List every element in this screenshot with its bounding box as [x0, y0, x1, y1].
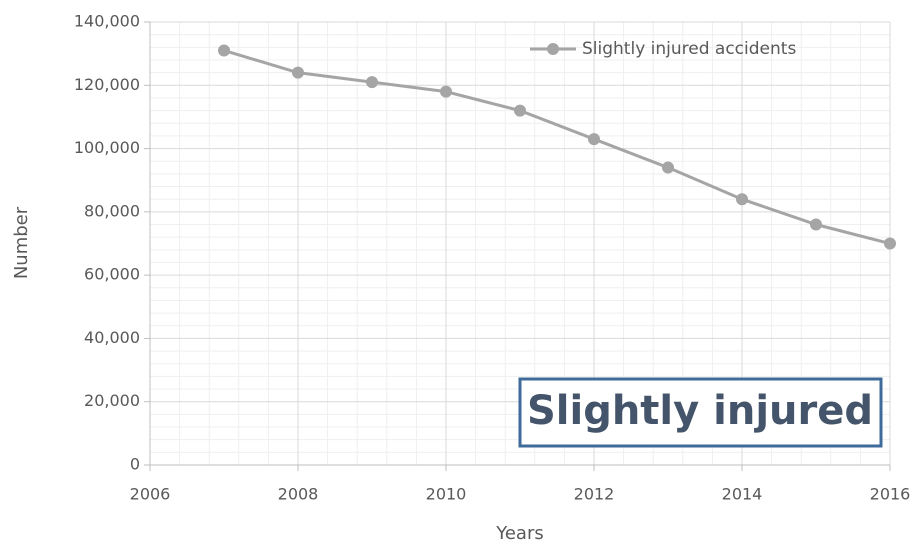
series-line — [223, 49, 891, 245]
y-tick-label: 0 — [130, 455, 140, 474]
y-tick-label: 140,000 — [74, 12, 140, 31]
point — [292, 66, 304, 79]
x-tick-label: 2016 — [870, 485, 911, 504]
annotation-box — [518, 377, 883, 448]
y-axis-label: Number — [11, 206, 32, 279]
x-tick-label: 2012 — [574, 485, 615, 504]
point — [218, 44, 230, 57]
point — [884, 237, 896, 250]
y-tick-label: 20,000 — [84, 391, 140, 410]
point — [736, 193, 748, 206]
legend-marker — [547, 43, 559, 55]
point — [810, 218, 822, 231]
point — [662, 161, 674, 174]
y-tick-label: 100,000 — [74, 138, 140, 157]
x-axis-label: Years — [495, 523, 544, 544]
y-tick-label: 120,000 — [74, 75, 140, 94]
point — [588, 133, 600, 146]
annotation: Slightly injured — [527, 388, 873, 434]
point — [440, 85, 452, 98]
y-tick-label: 60,000 — [84, 265, 140, 284]
x-tick-label: 2010 — [426, 485, 467, 504]
y-tick-label: 80,000 — [84, 201, 140, 220]
x-tick-label: 2014 — [722, 485, 763, 504]
point — [514, 104, 526, 117]
y-tick-label: 40,000 — [84, 328, 140, 347]
x-tick-label: 2006 — [130, 485, 171, 504]
point — [366, 76, 378, 89]
x-tick-label: 2008 — [278, 485, 319, 504]
legend-label: Slightly injured accidents — [582, 39, 796, 59]
